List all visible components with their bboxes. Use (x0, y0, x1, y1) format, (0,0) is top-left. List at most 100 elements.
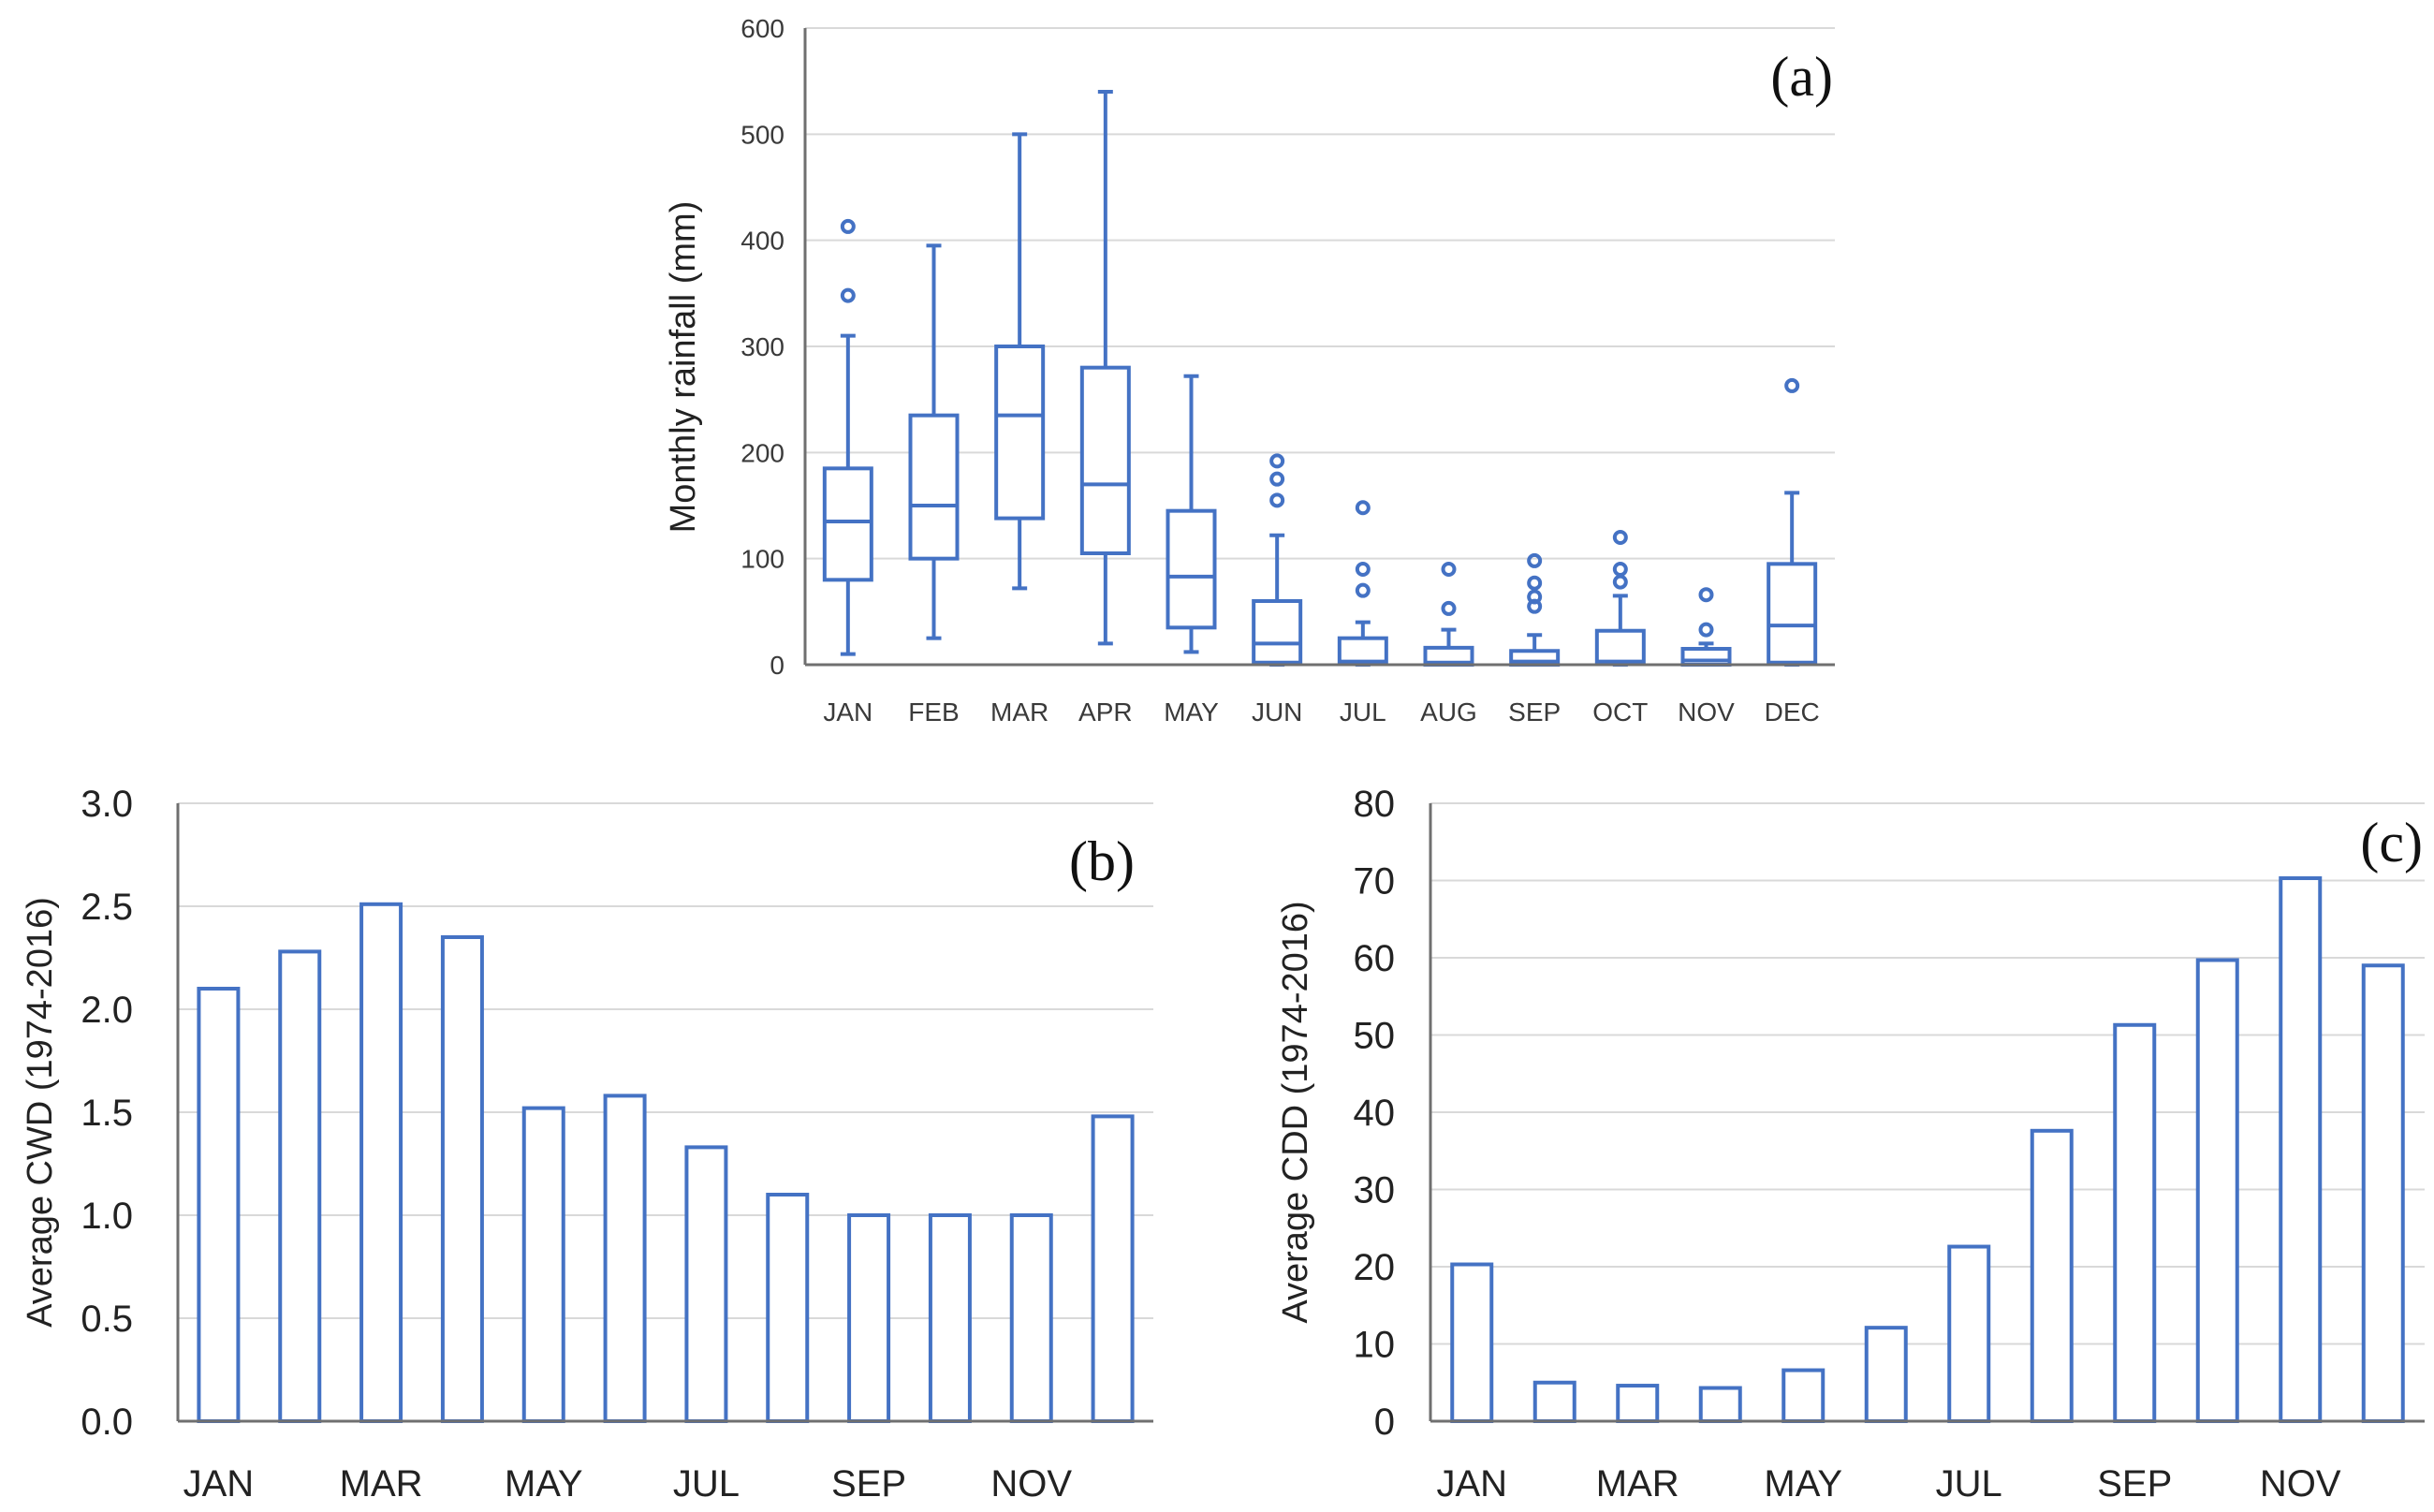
chart-a-box-nov (1680, 587, 1732, 667)
chart-c-xtick-label: NOV (2260, 1463, 2341, 1505)
chart-c-bars (1450, 876, 2405, 1424)
chart-b-ytick-label: 0.5 (81, 1299, 133, 1340)
chart-c-bar-jan (1450, 1262, 1494, 1424)
chart-a-xtick-label: AUG (1420, 697, 1477, 727)
chart-a-outlier-point (1612, 574, 1628, 590)
chart-b-bar-apr (440, 935, 484, 1423)
chart-a-ytick-label: 500 (740, 120, 784, 149)
chart-a-xtick-label: JAN (823, 697, 872, 727)
chart-a-xtick-label: FEB (908, 697, 959, 727)
chart-a-boxes (822, 90, 1818, 667)
chart-a-box-iqr (908, 413, 960, 561)
chart-a-yticks: 0 100 200 300 400 500 600 (740, 14, 784, 680)
chart-c-panel: 0 10 20 30 40 50 60 70 80 JAN MAR MAY JUL SEP NOV Ave… (1276, 784, 2425, 1505)
chart-a-box-iqr (1166, 508, 1217, 630)
chart-a-outlier-point (840, 218, 856, 234)
chart-a-ylabel: Monthly rainfall (mm) (664, 201, 703, 534)
chart-a-ytick-label: 600 (740, 14, 784, 43)
chart-a-outlier-point (1269, 453, 1285, 469)
chart-c-panel-label: (c) (2360, 812, 2423, 873)
chart-a-outlier-point (1612, 530, 1628, 545)
chart-b-bar-sep (847, 1213, 891, 1423)
chart-c-bar-may (1782, 1368, 1826, 1424)
chart-a-ytick-label: 400 (740, 227, 784, 256)
chart-a-box-apr (1079, 90, 1131, 646)
chart-b-bar-jun (603, 1094, 647, 1424)
chart-a-ytick-label: 0 (770, 651, 784, 680)
chart-a-outlier-point (1355, 562, 1371, 577)
chart-a-outlier-point (1269, 492, 1285, 508)
chart-a-box-jul (1337, 500, 1388, 667)
chart-a-grid (805, 27, 1835, 560)
chart-a-outlier-point (1355, 500, 1371, 516)
chart-a-outlier-point (1698, 622, 1714, 638)
chart-c-bar-jul (1947, 1244, 1991, 1424)
chart-a-xtick-label: APR (1078, 697, 1133, 727)
chart-a-box-sep (1509, 552, 1561, 667)
chart-a-box-iqr (1594, 628, 1646, 666)
chart-b-ytick-label: 3.0 (81, 784, 133, 825)
chart-c-xtick-label: MAR (1596, 1463, 1679, 1505)
chart-b-panel: 0.0 0.5 1.0 1.5 2.0 2.5 3.0 JAN MAR MAY JUL SEP NOV… (21, 784, 1153, 1505)
chart-b-xtick-label: MAY (505, 1463, 583, 1505)
chart-c-xtick-label: JUL (1936, 1463, 2002, 1505)
chart-a-outlier-point (1784, 377, 1800, 393)
chart-c-ytick-label: 60 (1354, 938, 1396, 979)
chart-c-bar-oct (2195, 958, 2239, 1423)
chart-c-ytick-label: 70 (1354, 861, 1396, 903)
chart-b-xtick-label: NOV (990, 1463, 1072, 1505)
chart-a-ytick-label: 100 (740, 545, 784, 574)
chart-a-box-iqr (994, 345, 1046, 521)
chart-a-box-iqr (1767, 562, 1818, 665)
chart-a-xtick-label: NOV (1678, 697, 1735, 727)
chart-b-bar-nov (1009, 1213, 1053, 1423)
chart-a-box-may (1166, 374, 1217, 654)
chart-a-xtick-label: MAR (990, 697, 1048, 727)
chart-a-xtick-label: MAY (1164, 697, 1219, 727)
chart-a-xtick-label: OCT (1592, 697, 1648, 727)
chart-c-bar-nov (2279, 876, 2323, 1423)
chart-a-box-feb (908, 243, 960, 640)
chart-c-bar-mar (1616, 1384, 1660, 1424)
chart-b-bar-feb (278, 949, 322, 1424)
chart-b-xtick-label: SEP (831, 1463, 906, 1505)
chart-c-ytick-label: 40 (1354, 1093, 1396, 1134)
chart-a-xtick-label: JUL (1340, 697, 1386, 727)
chart-c-ytick-label: 80 (1354, 784, 1396, 825)
chart-b-bar-dec (1091, 1114, 1135, 1424)
chart-c-xticks: JAN MAR MAY JUL SEP NOV (1436, 1463, 2340, 1505)
chart-b-panel-label: (b) (1069, 830, 1135, 892)
chart-a-box-iqr (1337, 636, 1388, 666)
chart-b-ytick-label: 1.0 (81, 1196, 133, 1237)
chart-c-bar-apr (1698, 1386, 1742, 1424)
chart-b-bar-oct (928, 1213, 972, 1423)
chart-a-outlier-point (1441, 562, 1457, 577)
chart-a-xtick-label: SEP (1508, 697, 1561, 727)
chart-a-xtick-label: DEC (1765, 697, 1820, 727)
chart-c-bar-feb (1532, 1380, 1576, 1423)
chart-c-ytick-label: 30 (1354, 1170, 1396, 1211)
chart-a-ytick-label: 200 (740, 438, 784, 467)
chart-b-ytick-label: 2.5 (81, 887, 133, 928)
chart-a-box-iqr (1079, 365, 1131, 555)
chart-a-outlier-point (1269, 471, 1285, 487)
chart-a-outlier-point (840, 287, 856, 303)
chart-b-xtick-label: JUL (673, 1463, 740, 1505)
chart-c-ytick-label: 20 (1354, 1247, 1396, 1288)
chart-b-bar-jul (684, 1145, 728, 1424)
chart-a-outlier-point (1527, 552, 1543, 568)
chart-b-xticks: JAN MAR MAY JUL SEP NOV (183, 1463, 1073, 1505)
chart-a-outlier-point (1527, 575, 1543, 591)
chart-c-xtick-label: SEP (2097, 1463, 2172, 1505)
chart-b-bar-may (521, 1106, 565, 1423)
chart-b-ytick-label: 0.0 (81, 1402, 133, 1443)
chart-a-outlier-point (1441, 600, 1457, 616)
chart-b-grid (178, 802, 1153, 1319)
chart-a-box-mar (994, 132, 1046, 591)
chart-a-outlier-point (1698, 587, 1714, 603)
chart-a-ytick-label: 300 (740, 332, 784, 361)
chart-c-grid (1430, 802, 2425, 1345)
chart-b-ytick-label: 1.5 (81, 1093, 133, 1134)
chart-a-box-aug (1423, 562, 1474, 667)
